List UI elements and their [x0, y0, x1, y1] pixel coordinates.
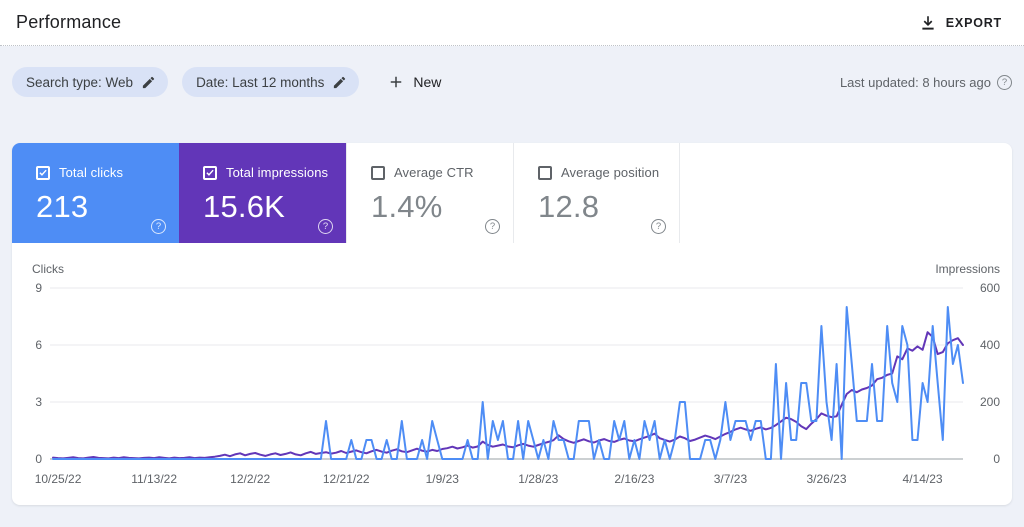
metric-card-total-clicks[interactable]: Total clicks 213 ?	[12, 143, 179, 243]
search-type-chip[interactable]: Search type: Web	[12, 67, 169, 97]
x-axis-label: 3/26/23	[806, 472, 846, 486]
metric-card-average-position[interactable]: Average position 12.8 ?	[513, 143, 680, 243]
x-axis-label: 1/9/23	[426, 472, 460, 486]
right-axis-tick: 200	[980, 395, 1000, 409]
checkbox-checked-icon[interactable]	[203, 165, 217, 180]
edit-pencil-icon[interactable]	[332, 75, 347, 90]
checkbox-unchecked-icon[interactable]	[371, 165, 385, 180]
left-axis-title: Clicks	[32, 262, 64, 276]
left-axis-tick: 9	[35, 281, 42, 295]
x-axis-label: 11/13/22	[131, 472, 177, 486]
right-axis-title: Impressions	[935, 262, 1000, 276]
metric-card-value: 15.6K	[203, 189, 286, 224]
metric-card-label: Average position	[561, 165, 660, 180]
x-axis-label: 3/7/23	[714, 472, 748, 486]
x-axis-label: 1/28/23	[518, 472, 558, 486]
right-axis-tick: 600	[980, 281, 1000, 295]
filter-bar: Search type: Web Date: Last 12 months Ne…	[12, 62, 1012, 102]
right-axis-tick: 400	[980, 338, 1000, 352]
download-icon	[919, 14, 937, 32]
date-range-chip[interactable]: Date: Last 12 months	[182, 67, 360, 97]
new-filter-button[interactable]: New	[377, 66, 451, 98]
metric-card-value: 12.8	[538, 189, 600, 224]
impressions-line	[52, 331, 964, 460]
search-type-chip-label: Search type: Web	[26, 74, 134, 90]
x-axis-label: 12/2/22	[230, 472, 270, 486]
metric-card-average-ctr[interactable]: Average CTR 1.4% ?	[346, 143, 513, 243]
export-button[interactable]: EXPORT	[915, 8, 1006, 38]
metric-card-value: 1.4%	[371, 189, 443, 224]
last-updated-text: Last updated: 8 hours ago ?	[839, 74, 1012, 90]
performance-chart: 9 600 6 400 3 200 0 0 Clicks Impressions 10/25/22 1…	[32, 262, 1000, 486]
export-label: EXPORT	[945, 15, 1002, 30]
metric-card-value: 213	[36, 189, 89, 224]
metric-cards-row: Total clicks 213 ? Total impressions 15.…	[12, 143, 1012, 243]
help-icon[interactable]: ?	[318, 219, 333, 234]
metric-card-label: Total clicks	[59, 165, 124, 180]
help-icon[interactable]: ?	[997, 74, 1012, 90]
metric-card-label: Average CTR	[394, 165, 474, 180]
help-icon[interactable]: ?	[651, 219, 666, 234]
x-axis-label: 10/25/22	[35, 472, 82, 486]
plus-icon	[387, 73, 405, 91]
checkbox-unchecked-icon[interactable]	[538, 165, 552, 180]
top-bar: Performance EXPORT	[0, 0, 1024, 46]
performance-panel: Total clicks 213 ? Total impressions 15.…	[12, 143, 1012, 505]
date-range-chip-label: Date: Last 12 months	[196, 74, 325, 90]
x-axis-label: 12/21/22	[323, 472, 370, 486]
left-axis-tick: 6	[35, 338, 42, 352]
x-axis-label: 2/16/23	[614, 472, 654, 486]
left-axis-tick: 0	[35, 452, 42, 466]
checkbox-checked-icon[interactable]	[36, 165, 50, 180]
right-axis-tick: 0	[993, 452, 1000, 466]
new-filter-label: New	[413, 74, 442, 90]
clicks-line	[52, 306, 964, 460]
page-title: Performance	[16, 12, 122, 32]
x-axis-label: 4/14/23	[903, 472, 943, 486]
last-updated-label: Last updated: 8 hours ago	[839, 74, 991, 90]
help-icon[interactable]: ?	[485, 219, 500, 234]
metric-card-label: Total impressions	[226, 165, 329, 180]
left-axis-tick: 3	[35, 395, 42, 409]
edit-pencil-icon[interactable]	[141, 75, 156, 90]
metric-card-total-impressions[interactable]: Total impressions 15.6K ?	[179, 143, 346, 243]
help-icon[interactable]: ?	[151, 219, 166, 234]
